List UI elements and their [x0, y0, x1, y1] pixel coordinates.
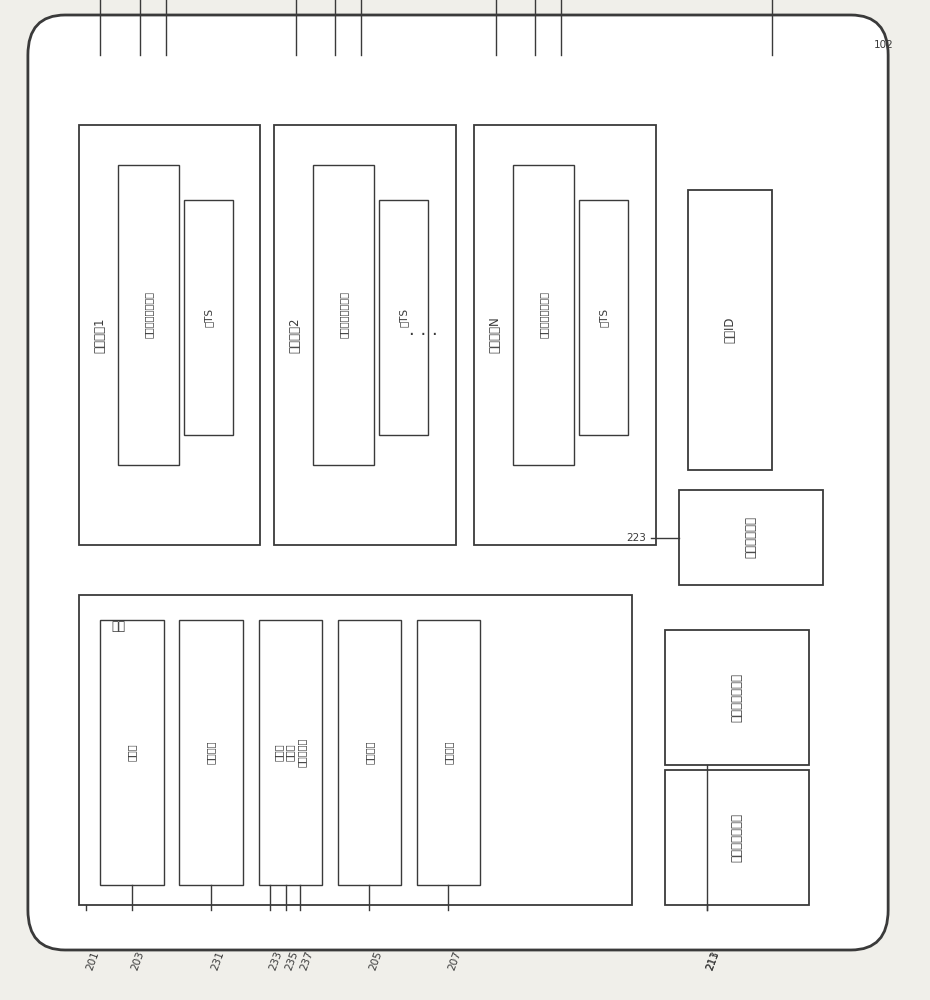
Text: 211: 211 [705, 950, 721, 972]
FancyBboxPatch shape [28, 15, 888, 950]
Bar [79, 595, 632, 905]
Text: · · ·: · · · [409, 326, 437, 344]
Text: 编译器
优化器
代码发生器: 编译器 优化器 代码发生器 [273, 738, 307, 767]
Text: 207: 207 [446, 950, 462, 972]
Bar [665, 630, 809, 765]
Text: 修改进行中计数器: 修改进行中计数器 [143, 292, 153, 338]
Text: 数据库表1: 数据库表1 [93, 317, 106, 353]
Text: 高速缓存无效器: 高速缓存无效器 [731, 813, 743, 862]
Text: 高速缓存管理器: 高速缓存管理器 [731, 673, 743, 722]
Bar [100, 620, 164, 885]
Text: 231: 231 [209, 950, 225, 972]
Bar [665, 770, 809, 905]
Text: 修改进行中计数器: 修改进行中计数器 [339, 292, 349, 338]
Text: 235: 235 [284, 950, 299, 972]
Bar [379, 200, 428, 435]
Text: 数据库表N: 数据库表N [488, 317, 501, 353]
Text: 205: 205 [367, 950, 383, 972]
Text: 修改进行中计数器: 修改进行中计数器 [538, 292, 549, 338]
Text: 237: 237 [299, 950, 314, 972]
Text: 203: 203 [130, 950, 146, 972]
Bar [338, 620, 401, 885]
Bar [474, 125, 656, 545]
Text: 引擎: 引擎 [112, 620, 126, 633]
Text: 归一化器: 归一化器 [206, 741, 216, 764]
Bar [184, 200, 232, 435]
Text: 提交ID: 提交ID [724, 317, 737, 343]
Text: 解析器: 解析器 [127, 744, 137, 761]
Text: 102: 102 [874, 40, 894, 50]
Text: 表TS: 表TS [204, 308, 213, 327]
Bar [179, 620, 243, 885]
Text: 表TS: 表TS [399, 308, 408, 327]
Text: 表TS: 表TS [599, 308, 608, 327]
Bar [417, 620, 480, 885]
Text: 执行单元: 执行单元 [365, 741, 374, 764]
Bar [118, 165, 179, 465]
Bar [679, 490, 823, 585]
Text: 223: 223 [627, 533, 646, 543]
Bar [313, 165, 374, 465]
Text: 233: 233 [268, 950, 284, 972]
Bar [579, 200, 628, 435]
Text: 201: 201 [85, 950, 100, 972]
Text: 表更新跟踪器: 表更新跟踪器 [745, 517, 757, 558]
Bar [79, 125, 260, 545]
Text: 提交引擎: 提交引擎 [444, 741, 453, 764]
Bar [259, 620, 322, 885]
Text: 数据库表2: 数据库表2 [288, 317, 301, 353]
Bar [688, 190, 772, 470]
Bar [274, 125, 456, 545]
Text: 213: 213 [705, 950, 721, 972]
Bar [513, 165, 574, 465]
